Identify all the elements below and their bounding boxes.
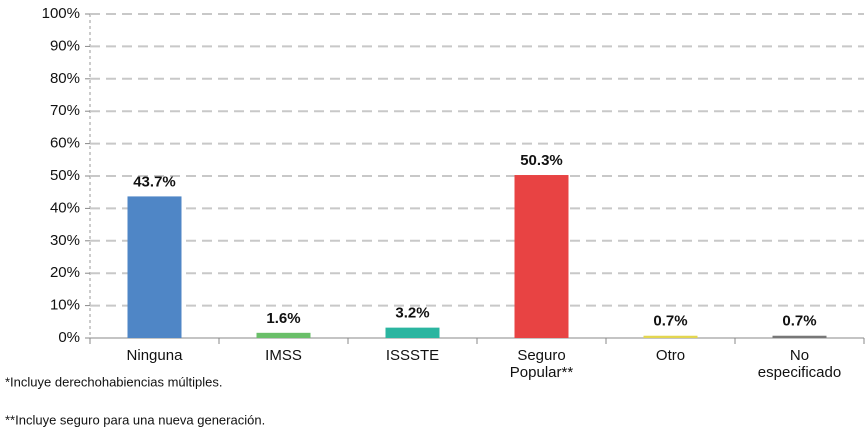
x-tick-label: Ninguna (127, 347, 184, 364)
value-label: 1.6% (266, 310, 300, 327)
value-label: 3.2% (395, 305, 429, 322)
y-tick-label: 40% (50, 199, 80, 216)
y-tick-label: 0% (58, 329, 80, 346)
footnote: *Incluye derechohabiencias múltiples. (5, 374, 223, 389)
bar (643, 335, 698, 338)
bar (256, 332, 311, 338)
bar (772, 335, 827, 338)
y-tick-label: 20% (50, 264, 80, 281)
y-tick-label: 60% (50, 135, 80, 152)
value-label: 0.7% (782, 313, 816, 330)
x-tick-label: Seguro Popular** (510, 347, 574, 381)
y-tick-label: 90% (50, 37, 80, 54)
bar (385, 327, 440, 338)
x-tick-label: IMSS (265, 347, 302, 364)
value-label: 0.7% (653, 313, 687, 330)
y-tick-label: 30% (50, 232, 80, 249)
x-tick-label: ISSSTE (386, 347, 439, 364)
x-tick-label: No especificado (758, 347, 841, 381)
y-tick-label: 50% (50, 167, 80, 184)
y-tick-label: 10% (50, 297, 80, 314)
value-label: 50.3% (520, 152, 563, 169)
bar (514, 175, 569, 338)
y-tick-label: 100% (42, 5, 80, 22)
x-tick-label: Otro (656, 347, 685, 364)
y-tick-label: 70% (50, 102, 80, 119)
bar (127, 196, 182, 338)
footnote: **Incluye seguro para una nueva generaci… (5, 412, 265, 427)
value-label: 43.7% (133, 173, 176, 190)
y-tick-label: 80% (50, 70, 80, 87)
